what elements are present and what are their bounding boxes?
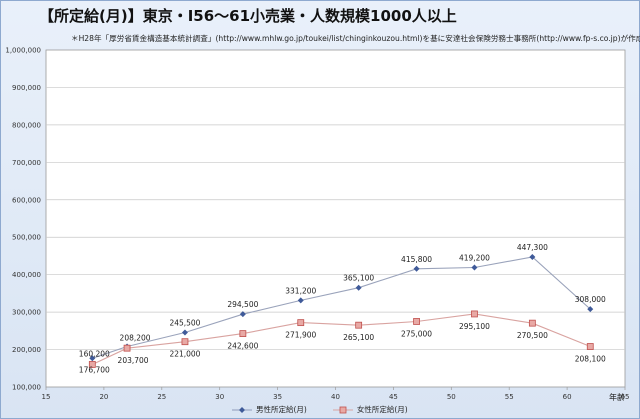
data-point-male xyxy=(413,265,420,272)
chart-legend: 男性所定給(月) 女性所定給(月) xyxy=(232,404,408,415)
y-tick-label: 700,000 xyxy=(12,159,41,167)
data-label-female: 295,100 xyxy=(459,322,490,331)
legend-label-male: 男性所定給(月) xyxy=(256,405,307,414)
data-label-female: 203,700 xyxy=(118,356,149,365)
x-tick-label: 40 xyxy=(331,393,340,401)
y-tick-label: 600,000 xyxy=(12,196,41,204)
x-tick-label: 25 xyxy=(157,393,166,401)
series-line-male xyxy=(92,256,591,359)
x-tick-label: 65 xyxy=(621,393,630,401)
y-tick-label: 1,000,000 xyxy=(5,47,41,55)
chart-title: 【所定給(月)】東京・I56～61小売業・人数規模1000人以上 xyxy=(39,7,457,25)
data-label-male: 415,800 xyxy=(401,255,432,264)
chart-subtitle: ＊H28年「厚労省賃金構造基本統計調査」(http://www.mhlw.go.… xyxy=(71,34,640,43)
data-label-male: 447,300 xyxy=(517,243,548,252)
y-tick-label: 200,000 xyxy=(12,346,41,354)
legend-item-male: 男性所定給(月) xyxy=(232,404,307,415)
data-point-female xyxy=(586,343,594,350)
y-tick-label: 100,000 xyxy=(12,384,41,392)
x-tick-label: 55 xyxy=(505,393,514,401)
data-point-male xyxy=(89,355,96,362)
data-point-female xyxy=(355,321,363,329)
data-label-female: 265,100 xyxy=(343,333,374,342)
data-point-female xyxy=(413,318,420,325)
legend-item-female: 女性所定給(月) xyxy=(332,404,408,415)
x-tick-label: 45 xyxy=(389,393,398,401)
data-point-male xyxy=(529,253,536,260)
data-label-male: 176,700 xyxy=(79,365,110,374)
x-axis-label: 年齢 xyxy=(609,393,625,402)
data-label-male: 308,000 xyxy=(575,295,606,304)
data-label-male: 419,200 xyxy=(459,253,490,262)
y-tick-label: 400,000 xyxy=(12,271,41,279)
series-line-female xyxy=(92,313,591,365)
x-tick-label: 20 xyxy=(99,393,108,401)
data-label-female: 221,000 xyxy=(169,350,200,359)
data-point-male xyxy=(471,264,478,271)
x-tick-label: 60 xyxy=(563,393,572,401)
data-point-female xyxy=(239,330,247,338)
data-point-female xyxy=(471,310,478,318)
plot-area xyxy=(45,49,626,388)
y-tick-label: 900,000 xyxy=(12,84,41,92)
data-label-female: 275,000 xyxy=(401,329,432,338)
y-tick-label: 800,000 xyxy=(12,121,41,129)
y-tick-label: 300,000 xyxy=(12,309,41,317)
y-tick-label: 500,000 xyxy=(12,234,41,242)
data-label-male: 208,200 xyxy=(120,333,151,342)
data-label-female: 208,100 xyxy=(575,355,606,364)
data-label-female: 160,200 xyxy=(79,349,110,358)
legend-marker-male xyxy=(232,406,252,413)
x-tick-label: 50 xyxy=(447,393,456,401)
data-point-male xyxy=(239,311,246,318)
data-label-female: 242,600 xyxy=(227,342,258,351)
data-label-female: 271,900 xyxy=(285,331,316,340)
x-tick-label: 30 xyxy=(215,393,224,401)
data-point-female xyxy=(181,338,189,346)
data-point-male xyxy=(297,297,304,304)
data-label-male: 365,100 xyxy=(343,274,374,283)
x-tick-label: 35 xyxy=(273,393,282,401)
data-label-male: 331,200 xyxy=(285,286,316,295)
data-point-female xyxy=(528,319,536,327)
data-point-female xyxy=(297,319,305,327)
data-point-female xyxy=(88,361,96,368)
legend-marker-female xyxy=(332,406,353,413)
data-point-female xyxy=(123,344,131,352)
legend-label-female: 女性所定給(月) xyxy=(356,405,408,414)
data-point-male xyxy=(355,284,362,291)
data-label-male: 294,500 xyxy=(227,300,258,309)
data-point-male xyxy=(587,306,594,313)
data-label-male: 245,500 xyxy=(169,319,200,328)
data-label-female: 270,500 xyxy=(517,331,548,340)
data-point-male xyxy=(181,329,188,336)
x-tick-label: 15 xyxy=(42,393,51,401)
